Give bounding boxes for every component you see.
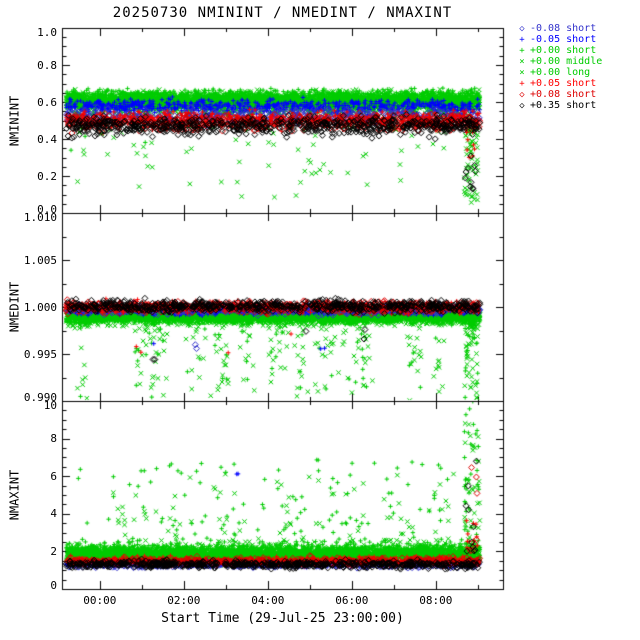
y-axis-label-nmaxint: NMAXINT	[7, 469, 22, 521]
y-tick-label: 0.6	[37, 95, 57, 109]
legend-label: +0.08 short	[530, 89, 597, 100]
y-tick-label: 0.0	[37, 202, 57, 216]
legend-label: +0.00 short	[530, 45, 597, 56]
x-tick-label: 04:00	[251, 594, 285, 607]
legend-item: ◇ -0.08 short	[514, 23, 602, 34]
legend-item: + +0.05 short	[514, 78, 602, 89]
y-tick-label: 4	[50, 507, 57, 521]
y-tick-label: 10	[43, 398, 57, 412]
legend-item: + -0.05 short	[514, 34, 602, 45]
legend-label: +0.00 long	[530, 67, 591, 78]
y-tick-label: 1.010	[23, 210, 57, 224]
legend-item: ◇ +0.35 short	[514, 100, 602, 111]
legend-item: × +0.00 middle	[514, 56, 602, 67]
y-tick-label: 0	[50, 578, 57, 592]
y-tick-label: 1.000	[23, 300, 57, 314]
y-tick-label: 8	[50, 432, 57, 446]
x-tick-label: 06:00	[335, 594, 369, 607]
y-tick-label: 0.4	[37, 132, 57, 146]
legend-label: +0.00 middle	[530, 56, 603, 67]
legend-label: -0.08 short	[530, 23, 597, 34]
y-tick-label: 0.990	[23, 390, 57, 404]
chart-title: 20250730 NMININT / NMEDINT / NMAXINT	[112, 5, 453, 21]
legend-item: ◇ +0.08 short	[514, 89, 602, 100]
x-axis-label: Start Time (29-Jul-25 23:00:00)	[161, 611, 404, 626]
x-tick-label: 00:00	[83, 594, 117, 607]
y-tick-label: 0.8	[37, 58, 57, 72]
diamond-marker-icon: ◇	[519, 89, 525, 100]
y-tick-label: 1.005	[23, 253, 57, 267]
x-tick-label: 02:00	[167, 594, 201, 607]
y-tick-label: 6	[50, 469, 57, 483]
diamond-marker-icon: ◇	[519, 100, 525, 111]
legend: ◇ -0.08 short + -0.05 short + +0.00 short × +0.…	[514, 23, 602, 111]
y-tick-label: 0.995	[23, 347, 57, 361]
y-tick-label: 1.0	[37, 25, 57, 39]
diamond-marker-icon: ◇	[519, 23, 525, 34]
plus-marker-icon: +	[519, 34, 525, 45]
y-tick-label: 0.2	[37, 169, 57, 183]
legend-item: + +0.00 short	[514, 45, 602, 56]
legend-label: +0.35 short	[530, 100, 597, 111]
x-marker-icon: ×	[519, 67, 525, 78]
legend-item: × +0.00 long	[514, 67, 602, 78]
plus-marker-icon: +	[519, 45, 525, 56]
legend-label: -0.05 short	[530, 34, 597, 45]
x-marker-icon: ×	[519, 56, 525, 67]
plus-marker-icon: +	[519, 78, 525, 89]
legend-label: +0.05 short	[530, 78, 597, 89]
x-tick-label: 08:00	[419, 594, 453, 607]
y-tick-label: 2	[50, 544, 57, 558]
